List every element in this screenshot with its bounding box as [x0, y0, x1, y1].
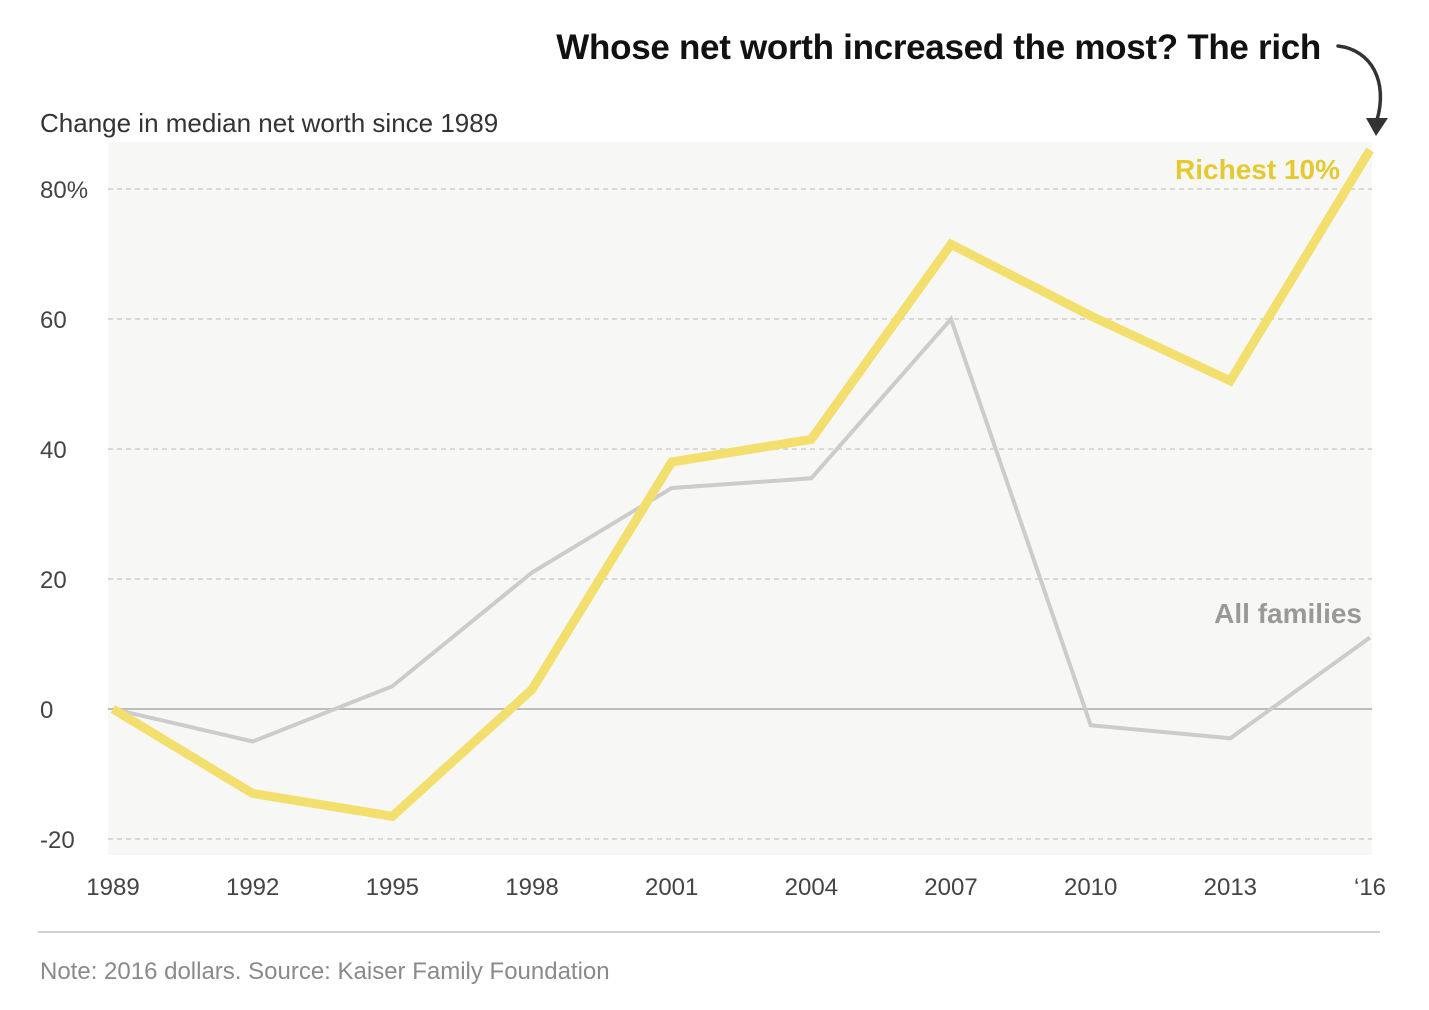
x-tick-label: 2013	[1204, 874, 1257, 901]
y-tick-label: -20	[40, 827, 75, 854]
y-tick-label: 20	[40, 567, 67, 594]
series-line-all-families	[112, 315, 1372, 744]
x-tick-label: ‘16	[1354, 874, 1386, 901]
y-tick-label: 40	[40, 437, 67, 464]
annotation-arrowhead	[1366, 118, 1388, 136]
x-tick-label: 1995	[366, 874, 419, 901]
series-label-all-families: All families	[1214, 598, 1362, 629]
x-tick-label: 2007	[924, 874, 977, 901]
source-note: Note: 2016 dollars. Source: Kaiser Famil…	[40, 958, 610, 985]
y-tick-label: 80%	[40, 177, 88, 204]
y-tick-label: 0	[40, 697, 53, 724]
x-tick-label: 1989	[86, 874, 139, 901]
x-tick-label: 2004	[785, 874, 838, 901]
x-tick-label: 1998	[505, 874, 558, 901]
x-tick-label: 2001	[645, 874, 698, 901]
x-tick-label: 1992	[226, 874, 279, 901]
y-axis-label: Change in median net worth since 1989	[40, 108, 499, 138]
y-tick-label: 60	[40, 307, 67, 334]
plot-background	[108, 142, 1372, 855]
series-label-richest: Richest 10%	[1175, 154, 1340, 185]
footer-divider	[38, 931, 1380, 933]
x-tick-label: 2010	[1064, 874, 1117, 901]
series-line-richest-10	[110, 147, 1374, 822]
annotation-arrow	[1336, 44, 1383, 122]
headline: Whose net worth increased the most? The …	[556, 28, 1321, 67]
